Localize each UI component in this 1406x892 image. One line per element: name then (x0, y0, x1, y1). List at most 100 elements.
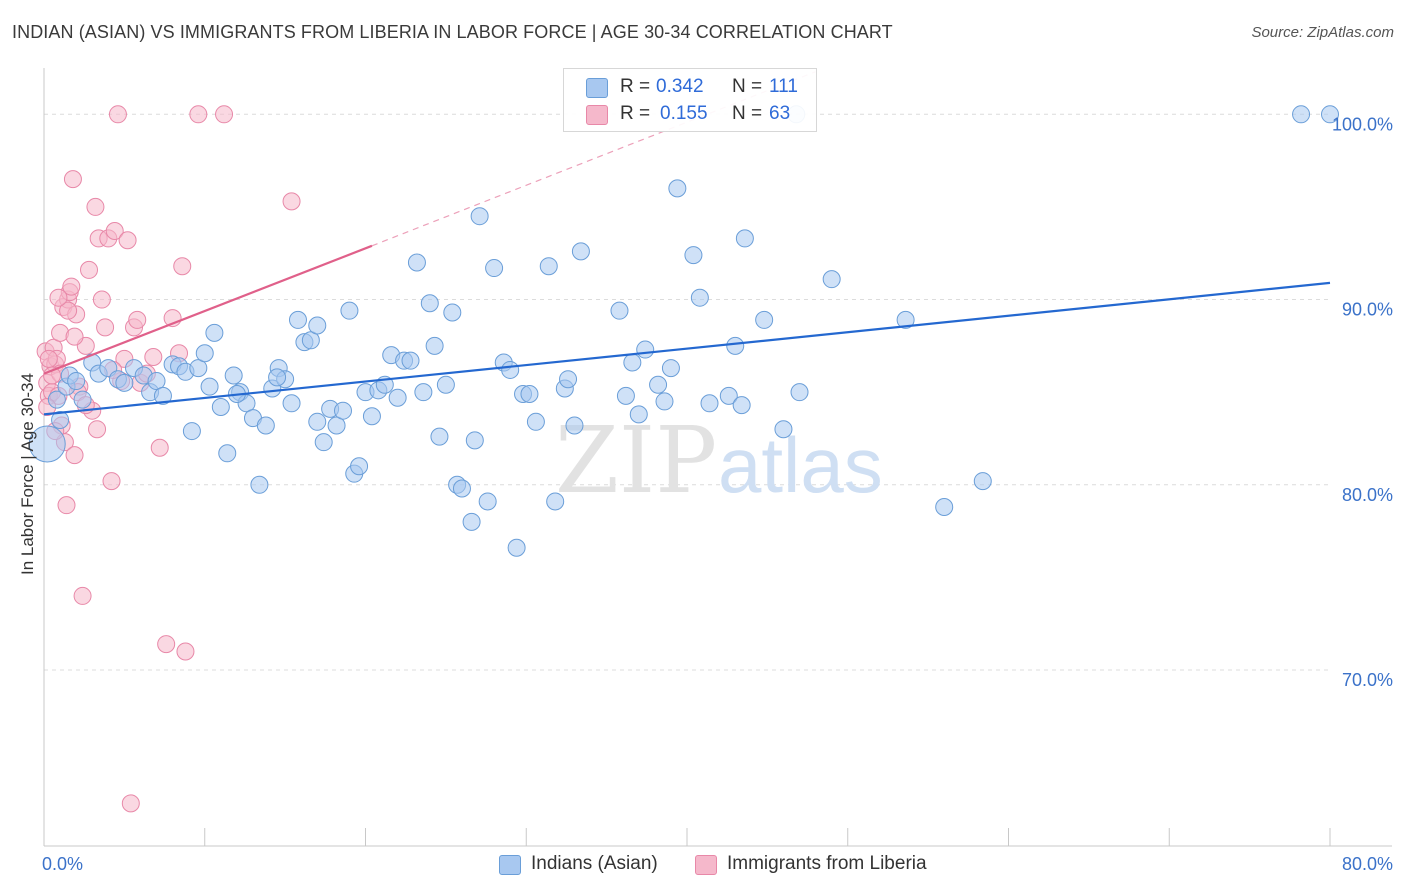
point-indians (147, 372, 166, 391)
point-indians (28, 425, 66, 463)
point-indians (73, 390, 92, 409)
point-liberia (73, 586, 92, 605)
point-indians (47, 390, 66, 409)
legend-r-label: R = (620, 103, 651, 124)
point-indians (153, 386, 172, 405)
point-liberia (215, 105, 234, 124)
point-indians (288, 310, 307, 329)
point-indians (755, 310, 774, 329)
point-indians (420, 294, 439, 313)
point-indians (501, 360, 520, 379)
legend-n-label: N = (732, 103, 763, 124)
legend-r-value: 0.342 (656, 76, 704, 97)
bottom-legend-swatch-blue (499, 855, 521, 875)
point-indians (732, 396, 751, 415)
legend-n-value: 63 (769, 103, 791, 124)
point-liberia (63, 170, 82, 189)
point-indians (478, 492, 497, 511)
point-indians (668, 179, 687, 198)
point-liberia (59, 301, 78, 320)
point-indians (218, 444, 237, 463)
point-indians (195, 344, 214, 363)
point-liberia (88, 420, 107, 439)
point-indians (973, 472, 992, 491)
bottom-legend-label: Immigrants from Liberia (727, 853, 927, 874)
point-indians (268, 368, 287, 387)
point-indians (1292, 105, 1311, 124)
bottom-legend-swatch-pink (695, 855, 717, 875)
point-indians (636, 340, 655, 359)
point-indians (436, 375, 455, 394)
point-indians (470, 207, 489, 226)
point-indians (282, 394, 301, 413)
point-liberia (102, 472, 121, 491)
point-indians (67, 372, 86, 391)
chart-title: INDIAN (ASIAN) VS IMMIGRANTS FROM LIBERI… (12, 22, 893, 42)
point-indians (539, 257, 558, 276)
point-indians (790, 383, 809, 402)
point-indians (452, 479, 471, 498)
y-tick-label: 90.0% (1342, 300, 1393, 320)
point-indians (661, 359, 680, 378)
point-indians (616, 386, 635, 405)
point-indians (610, 301, 629, 320)
point-liberia (65, 327, 84, 346)
point-indians (200, 377, 219, 396)
legend-swatch-blue (586, 78, 608, 98)
point-indians (224, 366, 243, 385)
trend-line-liberia (43, 244, 373, 375)
point-liberia (144, 347, 163, 366)
point-liberia (189, 105, 208, 124)
point-liberia (118, 231, 137, 250)
point-indians (314, 433, 333, 452)
point-indians (896, 310, 915, 329)
point-indians (301, 331, 320, 350)
point-indians (726, 336, 745, 355)
point-indians (623, 353, 642, 372)
point-liberia (92, 290, 111, 309)
point-indians (465, 431, 484, 450)
point-indians (935, 498, 954, 517)
point-indians (189, 359, 208, 378)
point-indians (211, 397, 230, 416)
point-indians (690, 288, 709, 307)
watermark: ZIP atlas (555, 407, 883, 514)
bottom-legend-label: Indians (Asian) (531, 853, 658, 874)
point-indians (655, 392, 674, 411)
point-liberia (86, 197, 105, 216)
point-indians (407, 253, 426, 272)
point-indians (340, 301, 359, 320)
point-liberia (108, 105, 127, 124)
x-tick-label: 0.0% (42, 854, 83, 874)
point-liberia (65, 446, 84, 465)
point-indians (205, 323, 224, 342)
point-indians (546, 492, 565, 511)
point-indians (308, 316, 327, 335)
point-indians (700, 394, 719, 413)
point-indians (565, 416, 584, 435)
legend-n-value: 111 (769, 76, 798, 97)
point-indians (571, 242, 590, 261)
point-liberia (49, 288, 68, 307)
point-indians (401, 351, 420, 370)
point-indians (308, 412, 327, 431)
point-indians (388, 388, 407, 407)
legend-n-label: N = (732, 76, 763, 97)
point-liberia (96, 318, 115, 337)
point-liberia (128, 310, 147, 329)
stats-legend: R = 0.342 N = 111 R = 0.155 N = 63 (563, 68, 817, 132)
series-liberia-points (36, 105, 301, 813)
point-indians (333, 401, 352, 420)
legend-r-value: 0.155 (660, 103, 708, 124)
point-liberia (80, 260, 99, 279)
y-axis-title: In Labor Force | Age 30-34 (18, 373, 37, 575)
trend-line-indians (43, 281, 1331, 416)
point-liberia (282, 192, 301, 211)
point-indians (507, 538, 526, 557)
point-indians (649, 375, 668, 394)
point-liberia (121, 794, 140, 813)
point-indians (362, 407, 381, 426)
x-tick-label: 80.0% (1342, 854, 1393, 874)
point-indians (462, 512, 481, 531)
